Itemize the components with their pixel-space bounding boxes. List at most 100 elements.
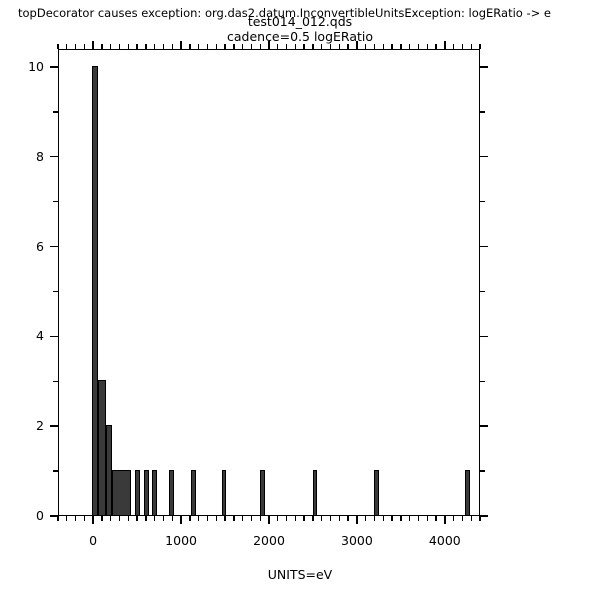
x-tick-minor [154, 516, 156, 521]
x-tick-minor [171, 516, 173, 521]
x-tick-minor-top [197, 44, 200, 49]
x-tick-minor-top [57, 44, 59, 49]
x-tick-minor [391, 516, 393, 521]
x-tick-label: 1000 [165, 533, 197, 548]
x-tick-minor-top [110, 44, 112, 49]
y-tick-major [50, 515, 58, 517]
x-tick-minor-top [382, 44, 384, 49]
x-tick-minor-top [250, 44, 253, 49]
x-tick-major-top [92, 41, 94, 49]
x-tick-minor-top [347, 44, 349, 49]
x-tick-minor-top [118, 44, 121, 49]
y-tick-label: 8 [36, 148, 44, 164]
x-tick-minor-top [329, 44, 332, 49]
title-block: test014_012.qds cadence=0.5 logERatio [0, 14, 600, 44]
x-tick-minor [189, 516, 191, 521]
x-tick-minor [417, 516, 420, 521]
x-tick-major-top [268, 41, 270, 49]
x-tick-minor-top [338, 44, 341, 49]
y-tick-major [50, 245, 58, 248]
page-title: test014_012.qds [247, 14, 353, 29]
x-tick-minor-top [312, 44, 314, 49]
x-tick-minor [162, 516, 165, 521]
x-tick-minor [277, 516, 279, 521]
y-tick-minor-right [480, 200, 485, 203]
x-tick-minor-top [285, 44, 288, 49]
x-tick-minor-top [233, 44, 235, 49]
y-tick-major [50, 425, 58, 427]
x-tick-minor-top [83, 44, 86, 49]
histogram-bar [105, 425, 112, 515]
x-tick-minor-top [189, 44, 191, 49]
y-tick-major-right [480, 515, 488, 517]
x-tick-major [268, 516, 270, 524]
x-tick-minor [461, 516, 464, 521]
x-tick-minor-top [136, 44, 138, 49]
x-tick-minor [259, 516, 261, 521]
exception-banner: topDecorator causes exception: org.das2.… [18, 6, 552, 20]
x-tick-major [180, 516, 182, 524]
x-tick-minor [224, 516, 226, 521]
x-tick-minor [400, 516, 402, 521]
x-tick-minor-top [154, 44, 156, 49]
x-tick-minor [118, 516, 121, 521]
x-tick-minor-top [373, 44, 376, 49]
x-tick-minor-top [294, 44, 297, 49]
x-tick-minor [347, 516, 349, 521]
x-tick-minor-top [277, 44, 279, 49]
plot-frame[interactable] [58, 49, 480, 516]
x-tick-label: 4000 [428, 533, 461, 548]
x-tick-minor [338, 516, 341, 521]
x-tick-minor-top [162, 44, 165, 49]
x-tick-minor-top [479, 44, 481, 49]
x-tick-minor [74, 516, 77, 521]
y-tick-label: 2 [36, 418, 44, 434]
y-tick-label: 6 [36, 238, 44, 254]
histogram-bar [92, 65, 98, 515]
x-tick-minor-top [417, 44, 420, 49]
x-tick-minor [241, 516, 244, 521]
histogram-bar [464, 470, 470, 515]
y-tick-minor-right [480, 470, 485, 472]
y-tick-minor-right [480, 111, 485, 113]
x-tick-minor-top [435, 44, 437, 49]
x-tick-label: 2000 [253, 533, 285, 548]
x-tick-minor [312, 516, 314, 521]
x-tick-minor [206, 516, 209, 521]
y-tick-label: 4 [36, 328, 44, 344]
x-tick-minor [365, 516, 367, 521]
x-tick-minor [215, 516, 217, 521]
x-tick-major-top [444, 41, 446, 49]
x-tick-major-top [356, 41, 358, 49]
x-tick-minor [136, 516, 138, 521]
x-tick-minor [127, 516, 130, 521]
y-tick-label: 10 [28, 58, 44, 74]
x-tick-minor [470, 516, 472, 521]
plot-canvas[interactable] [59, 50, 479, 515]
histogram-bar [135, 470, 140, 515]
x-tick-minor-top [461, 44, 464, 49]
x-tick-major-top [180, 41, 182, 49]
x-tick-minor [250, 516, 253, 521]
x-tick-minor [373, 516, 376, 521]
x-tick-minor-top [321, 44, 323, 49]
x-tick-minor [294, 516, 297, 521]
y-tick-minor [53, 290, 58, 293]
x-tick-major [444, 516, 446, 524]
x-tick-minor [329, 516, 332, 521]
plot-subtitle: cadence=0.5 logERatio [226, 29, 373, 44]
x-tick-minor-top [400, 44, 402, 49]
y-tick-minor [53, 111, 58, 113]
x-tick-label: 0 [89, 533, 98, 548]
x-tick-minor [145, 516, 147, 521]
x-tick-minor-top [426, 44, 428, 49]
x-tick-minor-top [74, 44, 77, 49]
x-tick-minor [197, 516, 200, 521]
x-tick-minor [110, 516, 112, 521]
x-tick-minor-top [365, 44, 367, 49]
histogram-bar [260, 470, 265, 515]
x-tick-minor [285, 516, 288, 521]
y-tick-minor [53, 200, 58, 203]
x-tick-minor [57, 516, 59, 521]
